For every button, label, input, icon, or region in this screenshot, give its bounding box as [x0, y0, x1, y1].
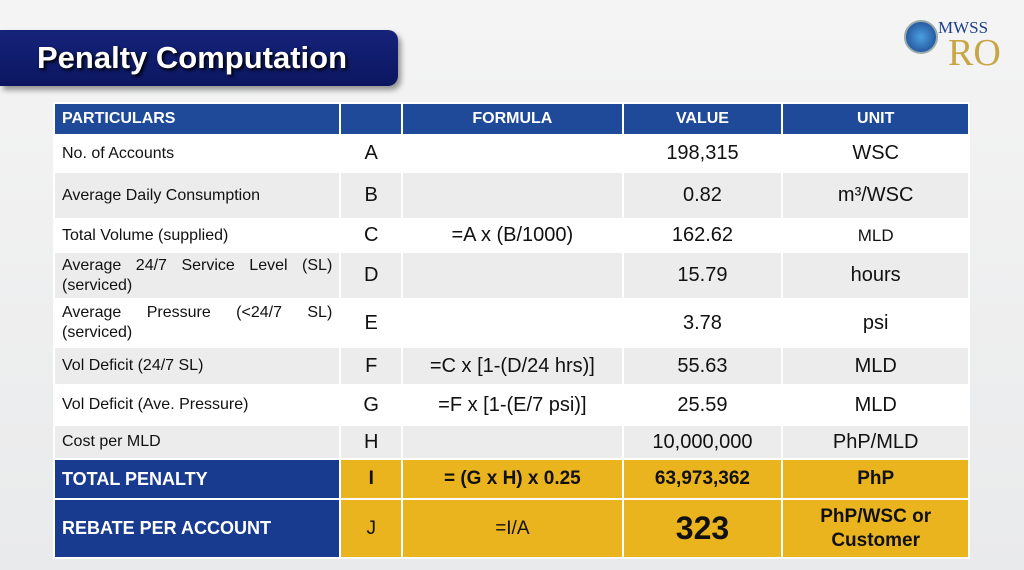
cell-formula: [401, 424, 624, 460]
cell-unit: MLD: [781, 346, 970, 386]
table-row: Cost per MLD H 10,000,000 PhP/MLD: [52, 424, 970, 460]
cell-formula: = (G x H) x 0.25: [401, 458, 624, 500]
cell-value: 63,973,362: [621, 458, 784, 500]
cell-value: 0.82: [621, 171, 784, 220]
cell-particular: Average 24/7 Service Level (SL) (service…: [52, 251, 342, 300]
cell-value: 3.78: [621, 298, 784, 348]
cell-unit: WSC: [781, 134, 970, 173]
cell-unit: m³/WSC: [781, 171, 970, 220]
cell-letter: C: [339, 218, 404, 253]
table-row: Total Volume (supplied) C =A x (B/1000) 162…: [52, 218, 970, 253]
table-row: REBATE PER ACCOUNT J =I/A 323 PhP/WSC or Cus…: [52, 498, 970, 559]
title-banner: Penalty Computation: [0, 30, 398, 86]
cell-formula: =A x (B/1000): [401, 218, 624, 253]
header-value: VALUE: [621, 102, 784, 136]
cell-value: 162.62: [621, 218, 784, 253]
cell-value: 323: [621, 498, 784, 559]
cell-unit: PhP/WSC or Customer: [781, 498, 970, 559]
cell-unit: psi: [781, 298, 970, 348]
cell-letter: I: [339, 458, 404, 500]
cell-formula: =I/A: [401, 498, 624, 559]
cell-formula: [401, 134, 624, 173]
page-title: Penalty Computation: [37, 40, 348, 75]
cell-letter: H: [339, 424, 404, 460]
cell-particular: Cost per MLD: [52, 424, 342, 460]
cell-value: 15.79: [621, 251, 784, 300]
cell-unit: MLD: [781, 218, 970, 253]
cell-letter: B: [339, 171, 404, 220]
logo-text-ro: RO: [948, 32, 1001, 74]
penalty-table: PARTICULARS FORMULA VALUE UNIT No. of Accou…: [52, 102, 970, 559]
cell-letter: J: [339, 498, 404, 559]
cell-particular: Average Pressure (<24/7 SL) (serviced): [52, 298, 342, 348]
cell-formula: =C x [1-(D/24 hrs)]: [401, 346, 624, 386]
table-row: Average Pressure (<24/7 SL) (serviced) E 3…: [52, 298, 970, 348]
cell-formula: =F x [1-(E/7 psi)]: [401, 384, 624, 426]
table-row: Average 24/7 Service Level (SL) (service…: [52, 251, 970, 300]
cell-unit: hours: [781, 251, 970, 300]
cell-letter: G: [339, 384, 404, 426]
cell-particular: Vol Deficit (Ave. Pressure): [52, 384, 342, 426]
cell-particular: TOTAL PENALTY: [52, 458, 342, 500]
cell-particular: Vol Deficit (24/7 SL): [52, 346, 342, 386]
table-row: Average Daily Consumption B 0.82 m³/WSC: [52, 171, 970, 220]
cell-formula: [401, 298, 624, 348]
header-particulars: PARTICULARS: [52, 102, 342, 136]
cell-unit: PhP/MLD: [781, 424, 970, 460]
header-formula: FORMULA: [401, 102, 624, 136]
cell-formula: [401, 171, 624, 220]
cell-particular: No. of Accounts: [52, 134, 342, 173]
table-row: Vol Deficit (Ave. Pressure) G =F x [1-(E/7…: [52, 384, 970, 426]
header-unit: UNIT: [781, 102, 970, 136]
table-row: TOTAL PENALTY I = (G x H) x 0.25 63,973,362…: [52, 458, 970, 500]
table-row: Vol Deficit (24/7 SL) F =C x [1-(D/24 hrs)…: [52, 346, 970, 386]
table-header: PARTICULARS FORMULA VALUE UNIT: [52, 102, 970, 136]
header-letter: [339, 102, 404, 136]
cell-letter: E: [339, 298, 404, 348]
cell-unit: PhP: [781, 458, 970, 500]
cell-value: 10,000,000: [621, 424, 784, 460]
cell-value: 25.59: [621, 384, 784, 426]
cell-value: 55.63: [621, 346, 784, 386]
cell-particular: Total Volume (supplied): [52, 218, 342, 253]
cell-particular: REBATE PER ACCOUNT: [52, 498, 342, 559]
cell-value: 198,315: [621, 134, 784, 173]
cell-letter: F: [339, 346, 404, 386]
logo-icon: [904, 20, 938, 54]
logo-text: MWSS: [938, 18, 989, 37]
table-row: No. of Accounts A 198,315 WSC: [52, 134, 970, 173]
cell-letter: D: [339, 251, 404, 300]
cell-unit: MLD: [781, 384, 970, 426]
cell-particular: Average Daily Consumption: [52, 171, 342, 220]
cell-letter: A: [339, 134, 404, 173]
mwss-ro-logo: MWSS RO: [904, 16, 1010, 72]
cell-formula: [401, 251, 624, 300]
